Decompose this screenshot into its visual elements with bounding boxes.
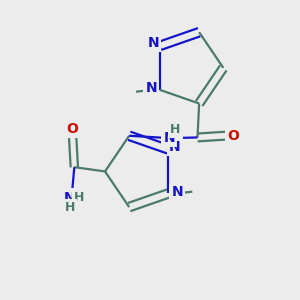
Text: O: O (227, 129, 239, 143)
Text: H: H (65, 201, 75, 214)
Text: N: N (148, 36, 159, 50)
Text: O: O (67, 122, 79, 136)
Text: N: N (169, 140, 181, 154)
Text: N: N (172, 185, 183, 199)
Text: N: N (64, 190, 76, 205)
Text: H: H (74, 191, 84, 204)
Text: N: N (146, 82, 157, 95)
Text: N: N (163, 131, 175, 145)
Text: H: H (170, 123, 181, 136)
